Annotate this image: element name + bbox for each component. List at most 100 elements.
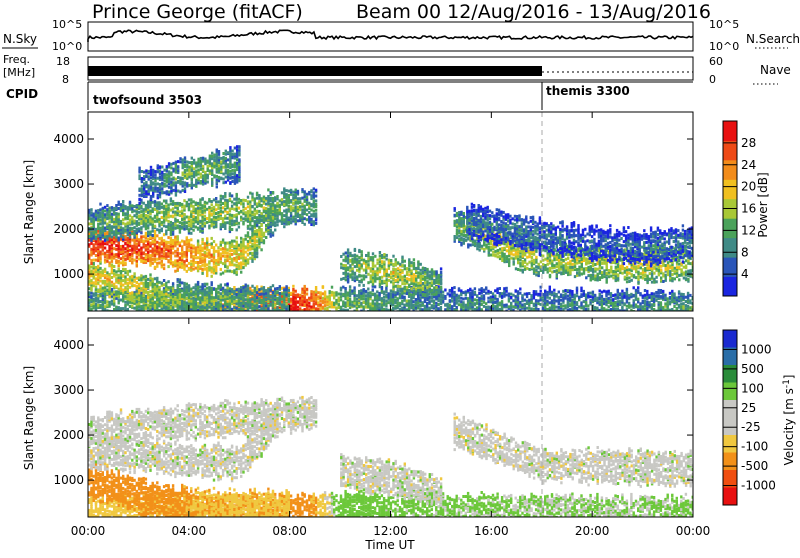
- data-cell: [152, 262, 154, 265]
- data-cell: [238, 244, 240, 247]
- data-cell: [238, 304, 240, 307]
- data-cell: [188, 262, 190, 265]
- data-cell: [283, 319, 285, 322]
- data-cell: [274, 296, 276, 299]
- data-cell: [204, 246, 206, 249]
- data-cell: [240, 320, 242, 323]
- data-cell: [213, 265, 215, 268]
- data-cell: [247, 300, 249, 303]
- data-cell: [442, 291, 444, 294]
- data-cell: [437, 315, 439, 318]
- data-cell: [501, 300, 503, 303]
- data-cell: [115, 270, 117, 273]
- data-cell: [129, 313, 131, 316]
- data-cell: [465, 290, 467, 293]
- data-cell: [533, 314, 535, 317]
- data-cell: [426, 302, 428, 305]
- data-cell: [447, 305, 449, 308]
- data-cell: [256, 322, 258, 325]
- data-cell: [127, 244, 129, 247]
- data-cell: [394, 291, 396, 294]
- data-cell: [238, 308, 240, 311]
- data-cell: [365, 311, 367, 314]
- data-cell: [147, 304, 149, 307]
- data-cell: [415, 312, 417, 315]
- data-cell: [372, 312, 374, 315]
- data-cell: [367, 288, 369, 291]
- data-cell: [247, 319, 249, 322]
- data-cell: [260, 313, 262, 316]
- data-cell: [619, 314, 621, 317]
- data-cell: [256, 235, 258, 238]
- data-cell: [617, 293, 619, 296]
- data-cell: [236, 312, 238, 315]
- data-cell: [226, 322, 228, 325]
- data-cell: [676, 312, 678, 315]
- data-cell: [483, 320, 485, 323]
- data-cell: [124, 295, 126, 298]
- data-cell: [553, 322, 555, 325]
- data-cell: [188, 249, 190, 252]
- data-cell: [569, 311, 571, 314]
- data-cell: [213, 240, 215, 243]
- data-cell: [111, 270, 113, 273]
- data-cell: [651, 303, 653, 306]
- data-cell: [508, 297, 510, 300]
- data-cell: [158, 303, 160, 306]
- data-cell: [485, 302, 487, 305]
- data-cell: [304, 285, 306, 288]
- data-cell: [122, 298, 124, 301]
- data-cell: [276, 290, 278, 293]
- data-cell: [167, 236, 169, 239]
- data-cell: [558, 313, 560, 316]
- data-cell: [363, 312, 365, 315]
- data-cell: [106, 292, 108, 295]
- data-cell: [431, 304, 433, 307]
- data-cell: [322, 292, 324, 295]
- data-cell: [483, 312, 485, 315]
- data-cell: [95, 247, 97, 250]
- data-cell: [435, 302, 437, 305]
- data-cell: [161, 260, 163, 263]
- data-cell: [363, 319, 365, 322]
- data-cell: [562, 290, 564, 293]
- data-cell: [614, 318, 616, 321]
- data-cell: [453, 319, 455, 322]
- data-cell: [546, 318, 548, 321]
- data-cell: [213, 256, 215, 259]
- data-cell: [181, 312, 183, 315]
- data-cell: [229, 314, 231, 317]
- data-cell: [181, 245, 183, 248]
- data-cell: [197, 302, 199, 305]
- data-cell: [276, 287, 278, 290]
- data-cell: [127, 288, 129, 291]
- data-cell: [505, 321, 507, 324]
- data-cell: [229, 261, 231, 264]
- data-cell: [667, 300, 669, 303]
- data-cell: [648, 312, 650, 315]
- data-cell: [99, 257, 101, 260]
- data-cell: [310, 290, 312, 293]
- data-cell: [158, 246, 160, 249]
- data-cell: [247, 313, 249, 316]
- data-cell: [220, 273, 222, 276]
- data-cell: [156, 277, 158, 280]
- data-cell: [186, 301, 188, 304]
- data-cell: [188, 292, 190, 295]
- data-cell: [428, 313, 430, 316]
- freq-bar: [88, 66, 542, 76]
- data-cell: [515, 312, 517, 315]
- data-cell: [251, 239, 253, 242]
- data-cell: [644, 300, 646, 303]
- data-cell: [442, 315, 444, 318]
- data-cell: [136, 260, 138, 263]
- data-cell: [152, 319, 154, 322]
- data-cell: [574, 320, 576, 323]
- data-cell: [93, 315, 95, 318]
- data-cell: [177, 313, 179, 316]
- data-cell: [558, 300, 560, 303]
- data-cell: [236, 236, 238, 239]
- data-cell: [392, 313, 394, 316]
- data-cell: [247, 240, 249, 243]
- data-cell: [97, 259, 99, 262]
